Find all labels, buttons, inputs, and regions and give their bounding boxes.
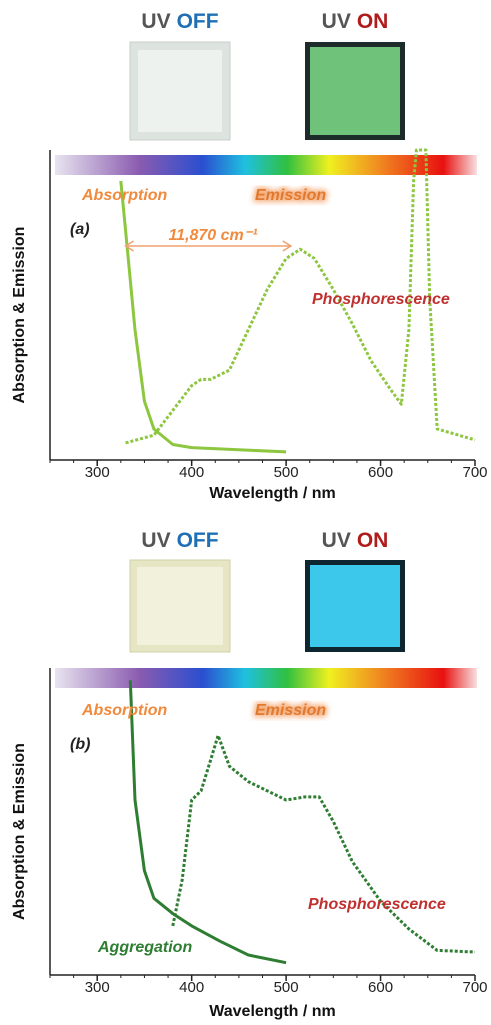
uv-word: ON [357,10,389,33]
annotation: Emission [255,187,326,204]
x-tick-label: 600 [368,464,393,481]
series-line [173,736,475,953]
x-tick-label: 300 [85,464,110,481]
annotation: (a) [70,221,90,238]
photo-off-inner [138,50,222,132]
photo-on-inner [310,47,400,135]
uv-word: UV [141,10,170,33]
annotation: Emission [255,702,326,719]
spectrum-bar [55,668,477,688]
annotation: Phosphorescence [312,291,450,308]
series-line [130,680,286,962]
figure: UV OFF UV ON 300 400 500 600 700 Wavelength / nm A… [0,0,491,1025]
uv-label: UV OFF [141,10,218,33]
uv-word: UV [322,10,351,33]
annotation: Absorption [81,187,168,204]
uv-label: UV ON [322,10,389,33]
x-tick-label: 400 [179,979,204,996]
annotation: Absorption [81,702,168,719]
annotation: Aggregation [97,939,192,956]
uv-word: OFF [177,529,219,552]
uv-label: UV OFF [141,529,218,552]
uv-word: UV [141,529,170,552]
x-tick-label: 700 [462,464,487,481]
x-axis-label: Wavelength / nm [209,1003,336,1020]
x-tick-label: 600 [368,979,393,996]
annotation: 11,870 cm⁻¹ [168,227,258,244]
uv-word: OFF [177,10,219,33]
x-tick-label: 500 [274,979,299,996]
x-tick-label: 500 [274,464,299,481]
x-tick-label: 400 [179,464,204,481]
x-tick-label: 700 [462,979,487,996]
annotation: Phosphorescence [308,896,446,913]
x-axis-label: Wavelength / nm [209,485,336,502]
y-axis-label: Absorption & Emission [11,227,28,404]
photo-off-inner [137,567,223,645]
photo-on-inner [310,565,400,647]
annotation: (b) [70,736,90,753]
series-line [121,181,286,452]
y-axis-label: Absorption & Emission [11,743,28,920]
uv-word: ON [357,529,389,552]
uv-label: UV ON [322,529,389,552]
uv-word: UV [322,529,351,552]
x-tick-label: 300 [85,979,110,996]
